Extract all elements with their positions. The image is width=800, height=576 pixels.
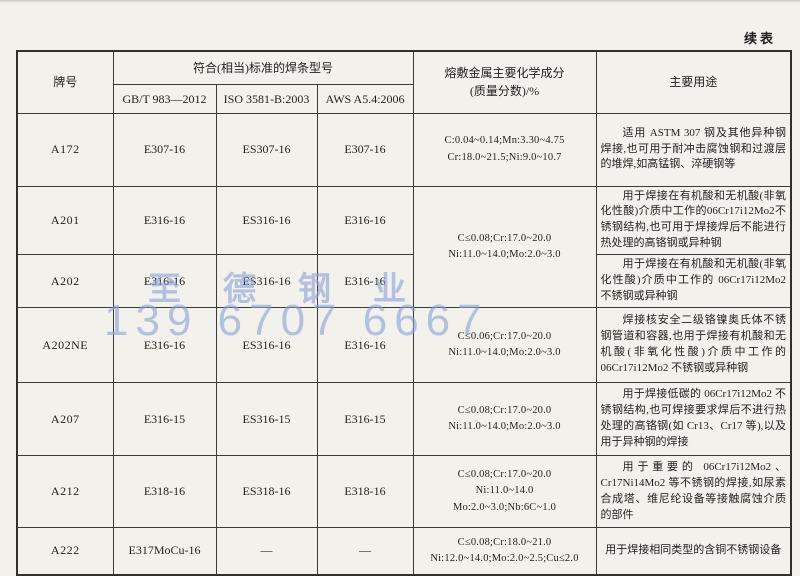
table-row: A202 E316-16 ES316-16 E316-16 用于焊接在有机酸和无… — [16, 254, 792, 309]
header-chemistry-line2: (质量分数)/% — [469, 84, 540, 99]
chemistry-cell: C≤0.08;Cr:18.0~21.0 Ni:12.0~14.0;Mo:2.0~… — [412, 527, 597, 576]
header-row-sub: GB/T 983—2012 ISO 3581-B:2003 AWS A5.4:2… — [17, 83, 791, 114]
header-standards-group: 符合(相当)标准的焊条型号 — [112, 50, 414, 85]
header-standard-gbt: GB/T 983—2012 — [112, 83, 217, 114]
aws-cell: E318-16 — [316, 455, 414, 529]
chemistry-line: C≤0.08;Cr:17.0~20.0 — [457, 404, 552, 416]
chemistry-cell: C≤0.06;Cr:17.0~20.0 Ni:11.0~14.0;Mo:2.0~… — [412, 307, 597, 384]
aws-cell: E307-16 — [316, 112, 414, 187]
iso-cell: ES316-16 — [215, 185, 318, 256]
brand-cell: A207 — [16, 382, 114, 457]
gbt-cell: E316-16 — [112, 254, 217, 309]
chemistry-cell: C≤0.08;Cr:17.0~20.0 Ni:11.0~14.0 Mo:2.0~… — [412, 455, 597, 529]
brand-cell: A222 — [16, 527, 114, 576]
iso-cell: ES316-15 — [215, 382, 318, 457]
brand-cell: A201 — [16, 185, 114, 256]
usage-cell: 用于焊接在有机酸和无机酸(非氧化性酸)介质中工作的 06Cr17i12Mo2 不… — [595, 254, 792, 309]
chemistry-line: Ni:11.0~14.0 — [475, 485, 534, 497]
table-row: A201 E316-16 ES316-16 E316-16 C≤0.08;Cr:… — [16, 185, 792, 309]
chemistry-line: Ni:11.0~14.0;Mo:2.0~3.0 — [448, 347, 561, 359]
usage-text: 用于焊接在有机酸和无机酸(非氧化性酸)介质中工作的06Cr17i12Mo2不锈钢… — [600, 189, 787, 250]
usage-text: 用于重要的 06Cr17i12Mo2、Cr17Ni14Mo2 等不锈钢的焊接,如… — [600, 460, 787, 521]
iso-cell: ES307-16 — [215, 112, 318, 187]
iso-cell: ES318-16 — [215, 455, 318, 529]
usage-cell: 适用 ASTM 307 钢及其他异种钢焊接,也可用于耐冲击腐蚀钢和过渡层的堆焊,… — [595, 112, 792, 187]
brand-cell: A202NE — [16, 307, 114, 384]
iso-cell: — — [215, 527, 318, 576]
usage-text: 用于焊接相同类型的含铜不锈钢设备 — [605, 543, 782, 556]
aws-cell: E316-16 — [316, 307, 414, 384]
usage-text: 适用 ASTM 307 钢及其他异种钢焊接,也可用于耐冲击腐蚀钢和过渡层的堆焊,… — [600, 126, 787, 171]
chemistry-line: Cr:18.0~21.5;Ni:9.0~10.7 — [447, 151, 562, 163]
header-row-top: 牌号 符合(相当)标准的焊条型号 熔敷金属主要化学成分 (质量分数)/% 主要用… — [16, 50, 792, 114]
table-row: A222 E317MoCu-16 — — C≤0.08;Cr:18.0~21.0… — [16, 527, 792, 576]
scan-edge-shadow — [0, 0, 800, 3]
chemistry-cell-merged: C≤0.08;Cr:17.0~20.0 Ni:11.0~14.0;Mo:2.0~… — [412, 185, 597, 309]
header-standard-iso: ISO 3581-B:2003 — [215, 83, 318, 114]
chemistry-line: Ni:12.0~14.0;Mo:2.0~2.5;Cu≤2.0 — [430, 552, 579, 564]
aws-cell: E316-16 — [316, 254, 414, 309]
header-chemistry-line1: 熔敷金属主要化学成分 — [444, 66, 565, 81]
gbt-cell: E316-15 — [112, 382, 217, 457]
iso-cell: ES316-16 — [215, 307, 318, 384]
chemistry-line: C:0.04~0.14;Mn:3.30~4.75 — [444, 135, 565, 147]
header-standard-aws: AWS A5.4:2006 — [316, 83, 414, 114]
table-row: A172 E307-16 ES307-16 E307-16 C:0.04~0.1… — [16, 112, 792, 187]
iso-cell: ES316-16 — [215, 254, 318, 309]
usage-cell: 焊接核安全二级铬镍奥氏体不锈钢管道和容器,也用于焊接有机酸和无机酸(非氧化性酸)… — [595, 307, 792, 384]
chemistry-line: Ni:11.0~14.0;Mo:2.0~3.0 — [448, 248, 561, 260]
table-row: A212 E318-16 ES318-16 E318-16 C≤0.08;Cr:… — [16, 455, 792, 529]
gbt-cell: E318-16 — [112, 455, 217, 529]
gbt-cell: E316-16 — [112, 307, 217, 384]
usage-text: 用于焊接在有机酸和无机酸(非氧化性酸)介质中工作的 06Cr17i12Mo2 不… — [600, 258, 787, 303]
chemistry-line: C≤0.08;Cr:18.0~21.0 — [457, 536, 552, 548]
chemistry-line: Ni:11.0~14.0;Mo:2.0~3.0 — [448, 421, 561, 433]
usage-text: 焊接核安全二级铬镍奥氏体不锈钢管道和容器,也用于焊接有机酸和无机酸(非氧化性酸)… — [600, 314, 787, 374]
header-usage: 主要用途 — [595, 50, 792, 114]
usage-cell: 用于焊接在有机酸和无机酸(非氧化性酸)介质中工作的06Cr17i12Mo2不锈钢… — [595, 185, 792, 256]
aws-cell: E316-15 — [316, 382, 414, 457]
header-chemistry: 熔敷金属主要化学成分 (质量分数)/% — [412, 50, 597, 114]
chemistry-line: C≤0.08;Cr:17.0~20.0 — [457, 469, 552, 481]
chemistry-cell: C:0.04~0.14;Mn:3.30~4.75 Cr:18.0~21.5;Ni… — [412, 112, 597, 187]
aws-cell: — — [316, 527, 414, 576]
gbt-cell: E317MoCu-16 — [112, 527, 217, 576]
gbt-cell: E307-16 — [112, 112, 217, 187]
chemistry-line: C≤0.08;Cr:17.0~20.0 — [457, 232, 552, 244]
usage-text: 用于焊接低碳的 06Cr17i12Mo2 不锈钢结构,也可焊接要求焊后不进行热处… — [600, 388, 787, 448]
electrode-standards-table: 牌号 符合(相当)标准的焊条型号 熔敷金属主要化学成分 (质量分数)/% 主要用… — [16, 50, 793, 576]
table-row: A202NE E316-16 ES316-16 E316-16 C≤0.06;C… — [16, 307, 792, 384]
chemistry-cell: C≤0.08;Cr:17.0~20.0 Ni:11.0~14.0;Mo:2.0~… — [412, 382, 597, 457]
continued-table-label: 续表 — [743, 31, 776, 46]
usage-cell: 用于焊接相同类型的含铜不锈钢设备 — [595, 527, 792, 576]
brand-cell: A202 — [16, 254, 114, 309]
usage-cell: 用于焊接低碳的 06Cr17i12Mo2 不锈钢结构,也可焊接要求焊后不进行热处… — [595, 382, 792, 457]
usage-cell: 用于重要的 06Cr17i12Mo2、Cr17Ni14Mo2 等不锈钢的焊接,如… — [595, 455, 792, 529]
brand-cell: A212 — [16, 455, 114, 529]
brand-cell: A172 — [16, 112, 114, 187]
header-brand: 牌号 — [16, 50, 114, 114]
table-row: A207 E316-15 ES316-15 E316-15 C≤0.08;Cr:… — [16, 382, 792, 457]
chemistry-line: Mo:2.0~3.0;Nb:6C~1.0 — [452, 501, 557, 513]
gbt-cell: E316-16 — [112, 185, 217, 256]
aws-cell: E316-16 — [316, 185, 414, 256]
chemistry-line: C≤0.06;Cr:17.0~20.0 — [457, 330, 552, 342]
